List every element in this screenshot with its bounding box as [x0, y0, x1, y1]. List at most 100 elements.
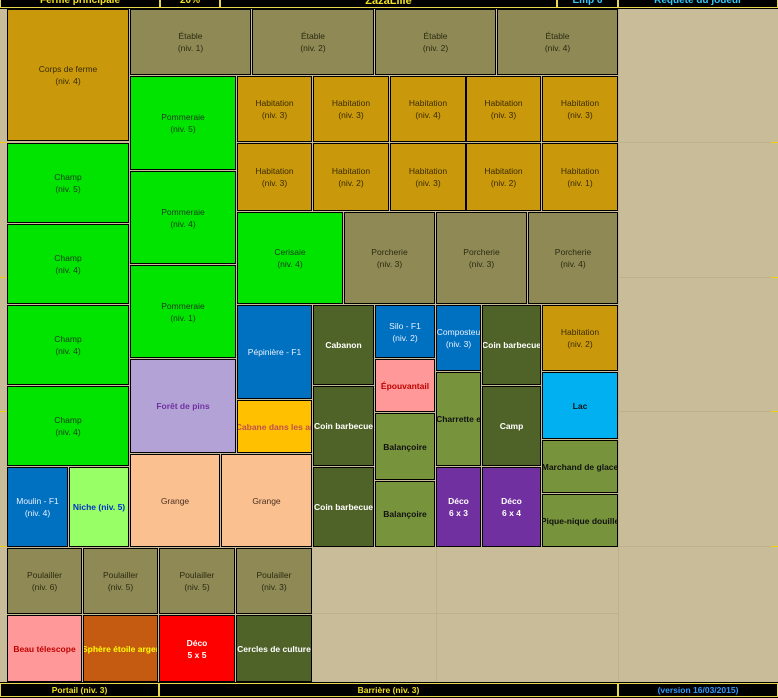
- tile: Composteu (niv. 3): [436, 305, 481, 371]
- tile-label: (niv. 4): [55, 346, 81, 356]
- tile-label: Habitation: [331, 98, 371, 108]
- tile: Cerisaie (niv. 4): [237, 212, 343, 304]
- tile-label: 5 x 5: [187, 649, 207, 660]
- tile-label: Forêt de pins: [156, 401, 210, 411]
- tile-label: Habitation: [255, 166, 294, 176]
- tile-label: Niche (niv. 5): [72, 502, 126, 512]
- tile-label: Composteu: [436, 327, 481, 337]
- tile: Marchand de glace: [542, 440, 618, 493]
- tile-label: Habitation: [560, 166, 600, 176]
- tile: Champ (niv. 5): [7, 143, 129, 223]
- tile: Habitation (niv. 2): [542, 305, 618, 371]
- tile: Corps de ferme (niv. 4): [7, 9, 129, 141]
- tile-label: Poulailler: [179, 570, 215, 580]
- tile: Balançoire: [375, 413, 435, 480]
- tile-label: (niv. 3): [415, 178, 441, 188]
- tile-label: Grange: [252, 495, 281, 506]
- tile-label: (niv. 3): [261, 178, 288, 188]
- tile-label: Porcherie: [554, 247, 592, 257]
- tile: Poulailler (niv. 6): [7, 548, 82, 614]
- tile-label: Camp: [499, 421, 524, 431]
- tile: Cabane dans les ar: [237, 400, 312, 453]
- tile-label: Poulailler: [256, 570, 292, 580]
- tile-label: Grange: [160, 495, 190, 506]
- tile-label: (niv. 5): [55, 184, 81, 194]
- tile: Habitation (niv. 3): [390, 143, 466, 211]
- tile-label: Pommeraie: [161, 206, 205, 217]
- tile-label: Déco: [186, 637, 208, 648]
- marker: [0, 546, 7, 547]
- tile-label: Habitation: [484, 98, 523, 108]
- tile-label: (niv. 4): [560, 259, 586, 269]
- tile: Champ (niv. 4): [7, 386, 129, 466]
- tile: Balançoire: [375, 481, 435, 547]
- tile-label: Habitation: [408, 98, 448, 108]
- tile-label: Corps de ferme: [38, 64, 98, 74]
- tile: Étable (niv. 2): [252, 9, 374, 75]
- marker: [771, 142, 778, 143]
- tile: Poulailler (niv. 3): [236, 548, 312, 614]
- tile-label: Épouvantail: [380, 380, 430, 391]
- tile: Épouvantail: [375, 359, 435, 412]
- grid-line: [310, 546, 312, 682]
- tile-label: (niv. 2): [338, 178, 364, 188]
- tile: Porcherie (niv. 4): [528, 212, 618, 304]
- tile: Lac: [542, 372, 618, 439]
- tile: Étable (niv. 2): [375, 9, 496, 75]
- tile: Beau télescope: [7, 615, 82, 682]
- tile: Habitation (niv. 1): [542, 143, 618, 211]
- tile-label: Pommeraie: [161, 300, 205, 311]
- tile: Sphère étoile arger: [83, 615, 158, 682]
- tile-label: Sphère étoile arger: [83, 643, 158, 654]
- tile: Grange: [221, 454, 312, 547]
- tile-label: Habitation: [560, 327, 600, 337]
- tile-label: Coin barbecue: [482, 340, 541, 350]
- marker: [0, 142, 7, 143]
- tile-label: (niv. 3): [445, 339, 472, 349]
- tile-label: Pommeraie: [161, 112, 205, 122]
- tile-label: (niv. 5): [107, 582, 134, 592]
- tile: Champ (niv. 4): [7, 224, 129, 304]
- tile-label: (niv. 2): [422, 43, 449, 53]
- tile-label: Déco: [501, 496, 522, 506]
- grid-line: [618, 142, 778, 143]
- tile: Pommeraie (niv. 4): [130, 171, 236, 264]
- tile-label: (niv. 4): [170, 218, 196, 229]
- tile-label: Habitation: [255, 98, 294, 108]
- tile-label: (niv. 5): [184, 582, 210, 592]
- tile-label: (niv. 3): [261, 110, 288, 120]
- tile: Charrette e: [436, 372, 481, 466]
- tile-label: (niv. 3): [567, 110, 593, 120]
- tile: Habitation (niv. 2): [466, 143, 541, 211]
- tile-label: Porcherie: [371, 247, 408, 257]
- footer-cell: Portail (niv. 3): [0, 683, 159, 697]
- tile-label: Beau télescope: [13, 643, 76, 654]
- tile: Silo - F1 (niv. 2): [375, 305, 435, 358]
- tile-label: (niv. 2): [300, 43, 326, 53]
- tile-label: Champ: [54, 253, 82, 263]
- tile: Pique-nique douille: [542, 494, 618, 547]
- tile: Étable (niv. 4): [497, 9, 618, 75]
- tile-label: Marchand de glace: [542, 461, 618, 472]
- tile-label: (niv. 2): [490, 178, 517, 188]
- tile: Niche (niv. 5): [69, 467, 129, 547]
- tile: Pépinière - F1: [237, 305, 312, 399]
- tile-label: Cerisaie: [274, 247, 306, 257]
- tile-label: (niv. 3): [338, 110, 364, 120]
- tile: Grange: [130, 454, 220, 547]
- tile-label: Balançoire: [383, 509, 427, 519]
- tile-label: Pépinière - F1: [247, 347, 302, 357]
- tile-label: Étable: [423, 31, 448, 41]
- tile-label: Balançoire: [383, 441, 427, 452]
- tile: Cabanon: [313, 305, 374, 385]
- header-cell: Emp 6: [557, 0, 618, 8]
- tile-label: Déco: [448, 496, 469, 506]
- footer-cell: (version 16/03/2015): [618, 683, 778, 697]
- marker: [0, 277, 7, 278]
- tile: Poulailler (niv. 5): [83, 548, 158, 614]
- tile-label: (niv. 1): [567, 178, 593, 188]
- tile-label: Poulailler: [103, 570, 138, 580]
- marker: [771, 546, 778, 547]
- tile-label: (niv. 3): [376, 259, 403, 269]
